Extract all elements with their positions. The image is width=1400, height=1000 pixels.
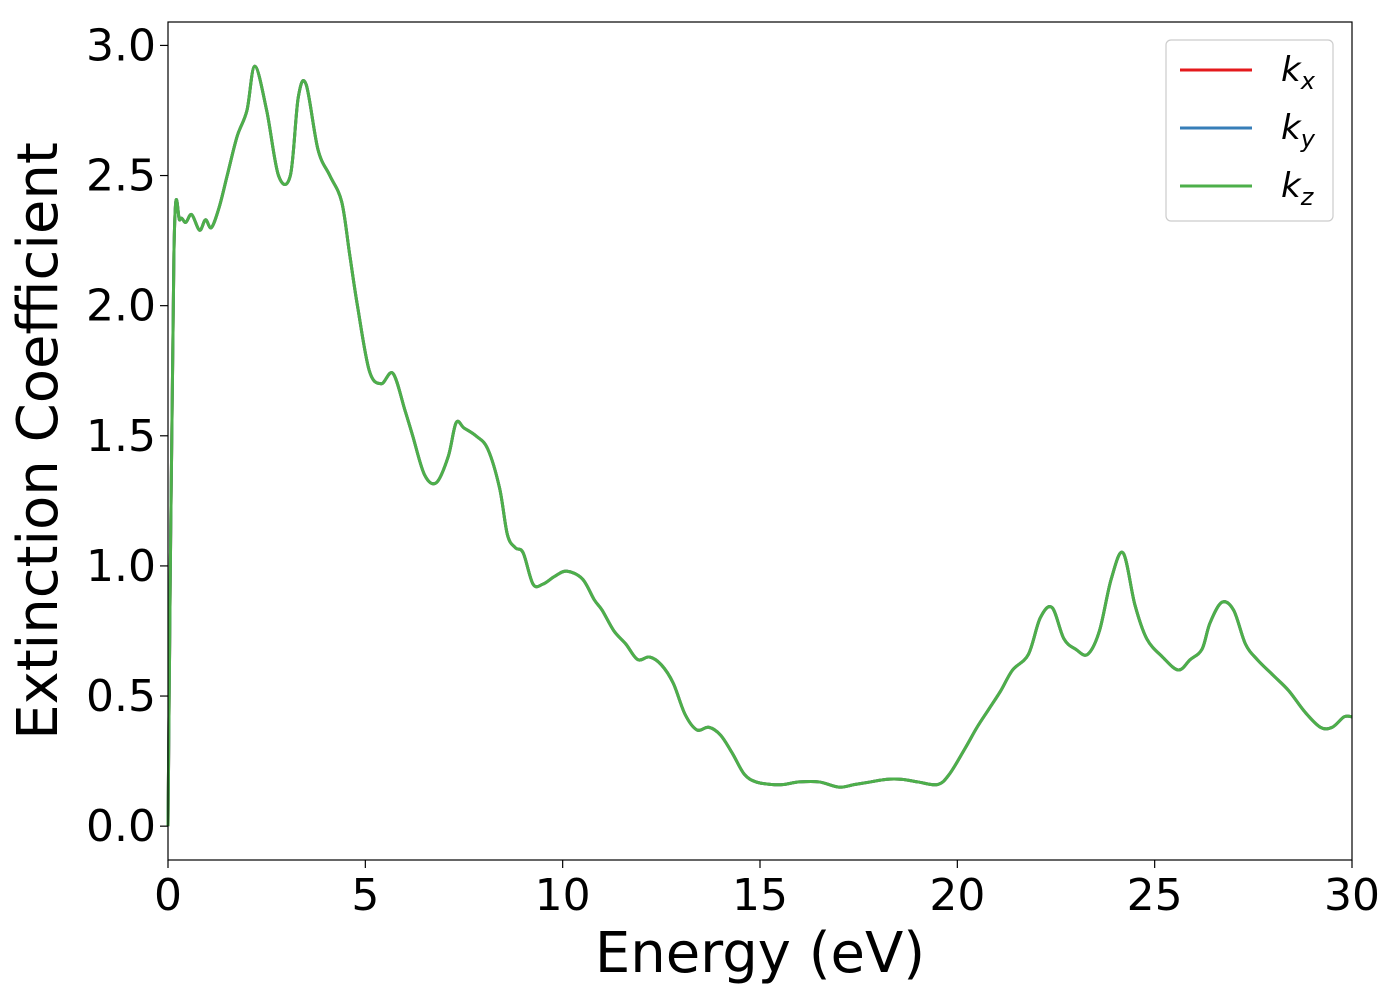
legend-label-subscript: x: [1300, 67, 1316, 95]
y-tick-label: 0.5: [86, 671, 156, 722]
x-tick-label: 20: [929, 870, 985, 921]
y-tick-label: 1.5: [86, 411, 156, 462]
legend-label-subscript: y: [1300, 125, 1316, 153]
series-layer: [166, 64, 1353, 827]
x-tick-label: 5: [351, 870, 379, 921]
series-line-kz: [166, 64, 1353, 827]
legend-label-base: k: [1281, 50, 1302, 90]
y-axis: 0.0 0.5 1.0 1.5 2.0 2.5 3.0: [86, 20, 168, 852]
legend-label: kx: [1281, 50, 1316, 95]
y-tick-label: 0.0: [86, 801, 156, 852]
legend-label-subscript: z: [1300, 183, 1315, 211]
x-tick-label: 0: [154, 870, 182, 921]
legend-label: kz: [1281, 166, 1315, 211]
x-axis-title: Energy (eV): [595, 921, 925, 986]
legend-label-base: k: [1281, 166, 1302, 206]
y-tick-label: 1.0: [86, 541, 156, 592]
x-tick-label: 30: [1324, 870, 1380, 921]
y-axis-title: Extinction Coefficient: [6, 142, 71, 740]
legend-label-base: k: [1281, 108, 1302, 148]
y-tick-label: 3.0: [86, 20, 156, 71]
x-axis: 0 5 10 15 20 25 30: [154, 860, 1380, 921]
x-tick-label: 15: [732, 870, 788, 921]
x-tick-label: 10: [535, 870, 591, 921]
x-tick-label: 25: [1127, 870, 1183, 921]
legend-label: ky: [1281, 108, 1316, 153]
legend-box: [1165, 39, 1334, 222]
y-tick-label: 2.5: [86, 151, 156, 202]
y-tick-label: 2.0: [86, 281, 156, 332]
